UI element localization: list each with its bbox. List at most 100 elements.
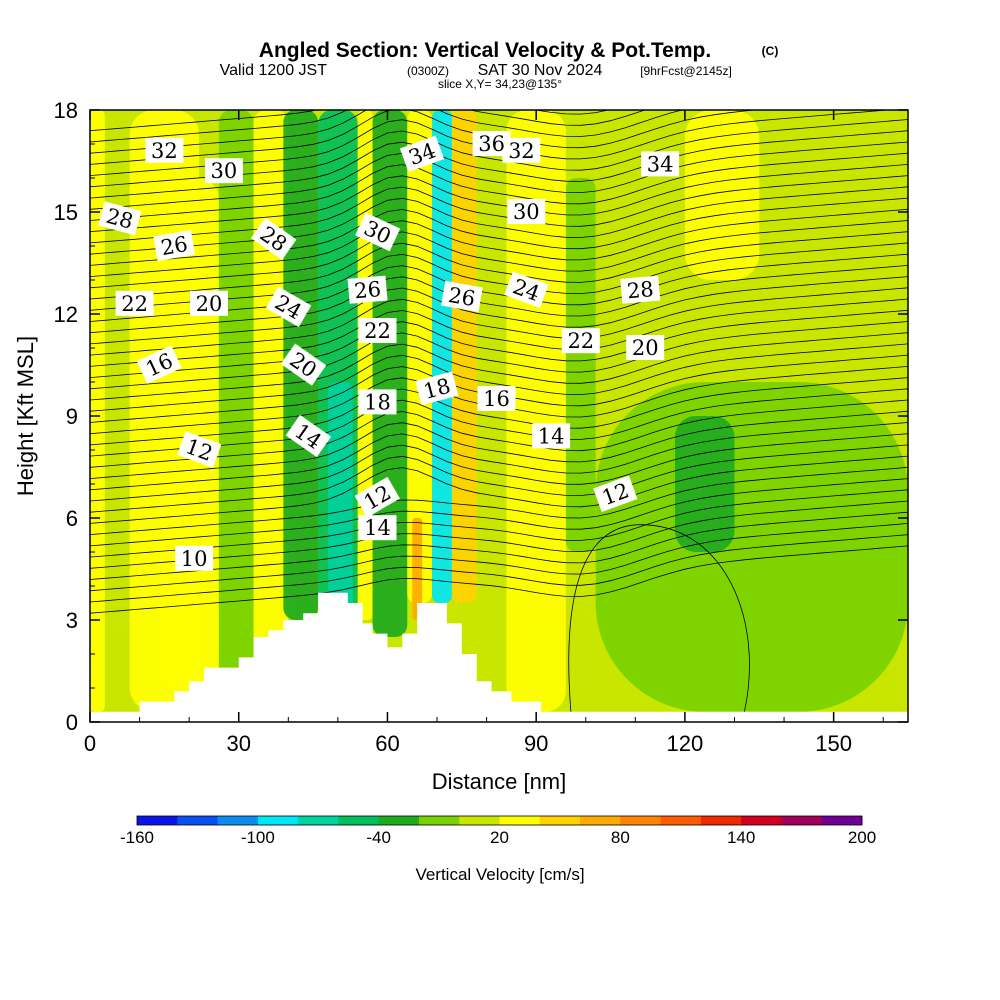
y-tick-label: 0 bbox=[66, 710, 78, 735]
colorbar-tick-label: -40 bbox=[366, 828, 391, 847]
theta-contour-2 bbox=[90, 523, 908, 592]
contour-label-text: 36 bbox=[478, 132, 505, 156]
theta-contour-34 bbox=[90, 164, 908, 233]
contour-label-22: 22 bbox=[358, 318, 397, 343]
contour-label-box bbox=[115, 290, 154, 316]
contour-label-22: 22 bbox=[115, 290, 154, 316]
colorbar-frame bbox=[136, 815, 863, 826]
theta-contour-37 bbox=[90, 130, 908, 199]
x-tick-label: 120 bbox=[667, 731, 704, 756]
contour-label-text: 32 bbox=[151, 139, 178, 163]
colorbar-swatch bbox=[660, 816, 702, 825]
colorbar-swatch bbox=[137, 816, 178, 825]
x-tick-label: 150 bbox=[815, 731, 852, 756]
contour-label-30: 30 bbox=[507, 199, 546, 224]
theta-contour-41 bbox=[90, 110, 684, 154]
theta-contour-10 bbox=[90, 433, 908, 502]
contour-label-box bbox=[358, 318, 397, 343]
contour-label-20: 20 bbox=[190, 290, 228, 316]
contour-label-box bbox=[507, 199, 546, 224]
contour-label-box bbox=[175, 545, 214, 571]
contour-label-26: 26 bbox=[153, 229, 196, 262]
contour-label-28: 28 bbox=[620, 275, 661, 304]
x-tick-label: 30 bbox=[226, 731, 250, 756]
contour-label-box bbox=[641, 151, 680, 177]
contour-label-box bbox=[472, 131, 511, 156]
colorbar-swatch bbox=[177, 816, 219, 825]
theta-contour-36 bbox=[90, 141, 908, 210]
colorbar-swatch bbox=[700, 816, 742, 825]
velocity-cell-16 bbox=[565, 178, 596, 552]
velocity-cell-3 bbox=[218, 110, 254, 712]
contour-label-box bbox=[177, 431, 222, 468]
velocity-cell-19 bbox=[684, 110, 760, 280]
contour-label-text: 14 bbox=[538, 424, 565, 448]
contour-label-box bbox=[145, 137, 184, 163]
contour-label-box bbox=[441, 280, 483, 313]
valid-zulu: (0300Z) bbox=[407, 64, 449, 78]
theta-contour-9 bbox=[90, 444, 908, 513]
y-tick-label: 6 bbox=[66, 506, 78, 531]
y-axis-label: Height [Kft MSL] bbox=[13, 336, 38, 496]
contour-label-box bbox=[626, 335, 665, 360]
x-tick-label: 0 bbox=[84, 731, 96, 756]
theta-contour-33 bbox=[90, 175, 908, 244]
theta-contour-20 bbox=[90, 321, 908, 390]
theta-contour-24 bbox=[90, 276, 908, 345]
colorbar-tick-label: 20 bbox=[490, 828, 509, 847]
colorbar-swatch bbox=[418, 816, 460, 825]
colorbar-swatch bbox=[620, 816, 662, 825]
colorbar-swatch bbox=[781, 816, 823, 825]
colorbar-swatch bbox=[821, 816, 863, 825]
contour-label-box bbox=[620, 275, 661, 304]
theta-contour-0 bbox=[90, 545, 908, 614]
theta-contour-32 bbox=[90, 186, 908, 255]
contour-label-18: 18 bbox=[358, 389, 397, 415]
y-tick-label: 9 bbox=[66, 404, 78, 429]
contour-label-text: 20 bbox=[196, 292, 223, 316]
velocity-cell-17 bbox=[595, 382, 908, 712]
theta-contour-22 bbox=[90, 298, 908, 367]
theta-contour-7 bbox=[90, 466, 908, 536]
slice-info: slice X,Y= 34,23@135° bbox=[438, 77, 562, 91]
theta-contour-25 bbox=[90, 265, 908, 334]
velocity-cell-7 bbox=[327, 382, 353, 620]
theta-contour-18 bbox=[90, 343, 908, 412]
theta-contour-6 bbox=[90, 478, 908, 547]
x-tick-label: 90 bbox=[524, 731, 548, 756]
contour-label-box bbox=[532, 423, 571, 449]
contour-label-box bbox=[265, 286, 312, 328]
chart-title-block: Angled Section: Vertical Velocity & Pot.… bbox=[220, 39, 779, 91]
theta-contour-14 bbox=[90, 388, 908, 457]
colorbar-swatch bbox=[539, 816, 581, 825]
contour-label-box bbox=[280, 343, 327, 386]
colorbar: -160 -100 -40 20 80 140 200 bbox=[120, 815, 876, 847]
contour-label-text: 22 bbox=[121, 292, 148, 316]
contour-label-22: 22 bbox=[561, 328, 600, 354]
contour-label-text: 26 bbox=[447, 283, 477, 311]
contour-label-text: 26 bbox=[353, 277, 382, 303]
contour-label-text: 18 bbox=[364, 390, 391, 414]
colorbar-swatch bbox=[378, 816, 420, 825]
theta-contour-23 bbox=[90, 287, 908, 356]
contour-label-text: 22 bbox=[567, 329, 594, 353]
theta-contour-28 bbox=[90, 231, 908, 300]
contour-label-box bbox=[593, 475, 638, 512]
colorbar-swatch bbox=[298, 816, 339, 825]
contour-label-box bbox=[399, 135, 445, 172]
contour-label-text: 28 bbox=[626, 277, 655, 303]
colorbar-swatch bbox=[257, 816, 299, 825]
chart-title: Angled Section: Vertical Velocity & Pot.… bbox=[259, 39, 711, 62]
colorbar-swatch bbox=[338, 816, 380, 825]
contour-label-36: 36 bbox=[472, 131, 511, 156]
contour-label-30: 30 bbox=[204, 158, 243, 184]
theta-contour-8 bbox=[90, 455, 908, 524]
contour-label-box bbox=[347, 275, 388, 304]
x-axis: 0 30 60 90 120 150 bbox=[84, 110, 884, 756]
colorbar-tick-label: 200 bbox=[848, 828, 876, 847]
contour-label-34: 34 bbox=[641, 151, 680, 177]
contour-label-box bbox=[504, 271, 549, 308]
contour-label-text: 20 bbox=[632, 336, 659, 360]
contour-label-text: 26 bbox=[159, 232, 189, 260]
terrain-mask bbox=[90, 592, 908, 722]
